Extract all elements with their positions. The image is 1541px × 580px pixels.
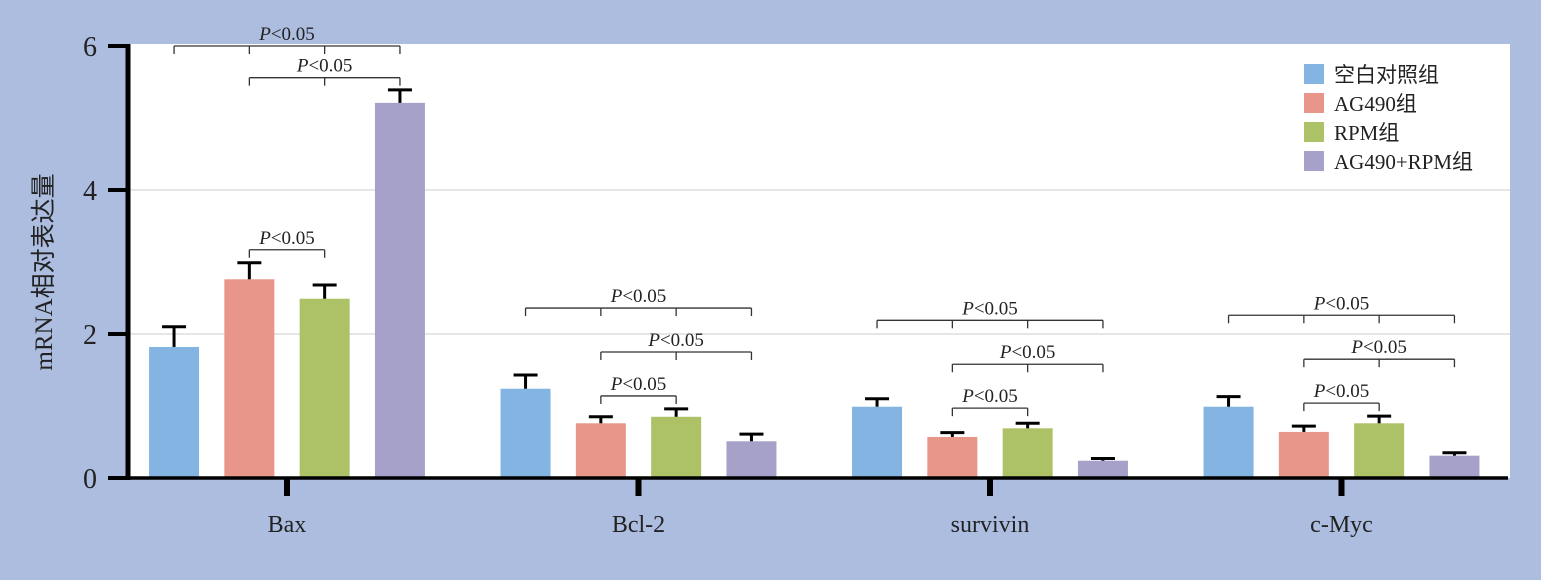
significance-label: P<0.05 — [961, 298, 1018, 319]
legend-swatch — [1304, 122, 1324, 142]
y-tick-label: 6 — [83, 32, 97, 63]
bar-Bcl-2-2 — [651, 416, 702, 478]
significance-label: P<0.05 — [961, 386, 1018, 407]
significance-label: P<0.05 — [258, 24, 315, 45]
bar-survivin-2 — [1002, 428, 1053, 478]
legend-label: AG490组 — [1334, 92, 1417, 116]
bar-survivin-1 — [927, 436, 978, 478]
significance-label: P<0.05 — [258, 228, 315, 249]
bar-survivin-0 — [852, 406, 903, 478]
bar-Bax-0 — [149, 346, 200, 478]
bar-Bcl-2-3 — [726, 441, 777, 478]
bar-survivin-3 — [1077, 460, 1128, 478]
bar-c-Myc-0 — [1203, 406, 1254, 478]
x-tick-label: survivin — [951, 512, 1030, 538]
bar-Bax-3 — [374, 102, 425, 478]
legend-swatch — [1304, 93, 1324, 113]
bar-c-Myc-2 — [1354, 423, 1405, 478]
significance-label: P<0.05 — [1350, 337, 1407, 358]
significance-label: P<0.05 — [647, 330, 704, 351]
plot-background — [130, 44, 1510, 478]
x-tick-label: Bax — [268, 512, 307, 538]
y-tick-label: 2 — [83, 320, 97, 351]
legend-label: 空白对照组 — [1334, 63, 1439, 87]
bar-c-Myc-1 — [1278, 431, 1329, 478]
bar-c-Myc-3 — [1429, 455, 1480, 478]
legend-label: AG490+RPM组 — [1334, 150, 1473, 174]
legend-swatch — [1304, 151, 1324, 171]
y-axis-label: mRNA相对表达量 — [30, 173, 58, 370]
significance-label: P<0.05 — [1313, 293, 1370, 314]
bar-Bcl-2-0 — [500, 388, 551, 478]
y-tick-label: 0 — [83, 464, 97, 495]
significance-label: P<0.05 — [610, 374, 667, 395]
significance-label: P<0.05 — [1313, 381, 1370, 402]
significance-label: P<0.05 — [610, 286, 667, 307]
x-tick-label: c-Myc — [1310, 512, 1373, 538]
legend-swatch — [1304, 64, 1324, 84]
x-tick-label: Bcl-2 — [612, 512, 665, 538]
bar-Bax-2 — [299, 298, 350, 478]
legend-label: RPM组 — [1334, 121, 1399, 145]
y-tick-label: 4 — [83, 176, 97, 207]
bar-Bcl-2-1 — [575, 423, 626, 478]
bar-Bax-1 — [224, 279, 275, 478]
significance-label: P<0.05 — [999, 342, 1056, 363]
significance-label: P<0.05 — [296, 56, 353, 77]
